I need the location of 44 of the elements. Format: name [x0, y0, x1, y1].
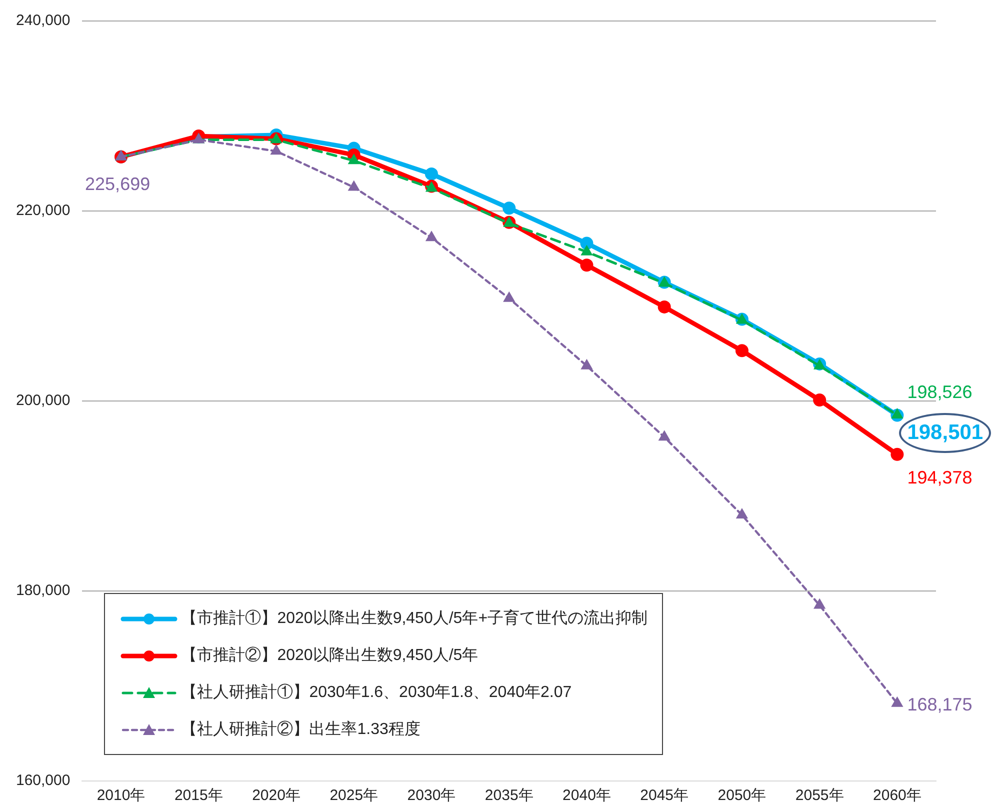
x-tick-label: 2025年 [330, 787, 378, 804]
data-label: 194,378 [907, 467, 972, 488]
point [580, 258, 594, 272]
point [814, 598, 826, 609]
point [736, 508, 748, 518]
x-tick-label: 2015年 [174, 787, 223, 804]
point [502, 202, 516, 215]
data-label: 198,501 [907, 421, 984, 444]
point [426, 231, 438, 242]
y-tick-label: 180,000 [16, 582, 70, 600]
point [581, 245, 592, 256]
x-tick-label: 2010年 [96, 787, 146, 804]
point [890, 448, 904, 461]
point [424, 167, 438, 180]
point [735, 344, 748, 358]
legend-label: 【社人研推計②】出生率1.33程度 [181, 720, 420, 740]
point [348, 180, 360, 191]
x-tick-label: 2040年 [562, 787, 611, 804]
point [270, 144, 282, 155]
y-tick-label: 220,000 [16, 202, 70, 220]
y-tick-label: 160,000 [16, 772, 70, 790]
x-tick-label: 2050年 [718, 787, 766, 804]
point [658, 430, 670, 441]
point [891, 696, 903, 707]
point [813, 394, 826, 407]
y-tick-label: 240,000 [16, 12, 70, 30]
point [891, 408, 903, 419]
legend-label: 【市推計①】2020以降出生数9,450人/5年+子育て世代の流出抑制 [181, 608, 648, 629]
legend-label: 【市推計②】2020以降出生数9,450人/5年 [181, 646, 478, 666]
point [348, 154, 360, 164]
legend-label: 【社人研推計①】2030年1.6、2030年1.8、2040年2.07 [181, 682, 572, 703]
data-label: 198,526 [907, 382, 972, 402]
x-tick-label: 2020年 [252, 787, 300, 804]
x-tick-label: 2030年 [407, 787, 456, 804]
data-label: 168,175 [907, 694, 972, 714]
point [503, 292, 515, 302]
x-tick-label: 2045年 [640, 787, 689, 804]
x-tick-label: 2060年 [873, 787, 922, 804]
x-tick-label: 2055年 [795, 787, 844, 804]
y-tick-label: 200,000 [16, 392, 70, 410]
data-label: 225,699 [85, 174, 150, 194]
point [581, 359, 592, 370]
point [658, 300, 671, 314]
x-tick-label: 2035年 [484, 787, 534, 804]
